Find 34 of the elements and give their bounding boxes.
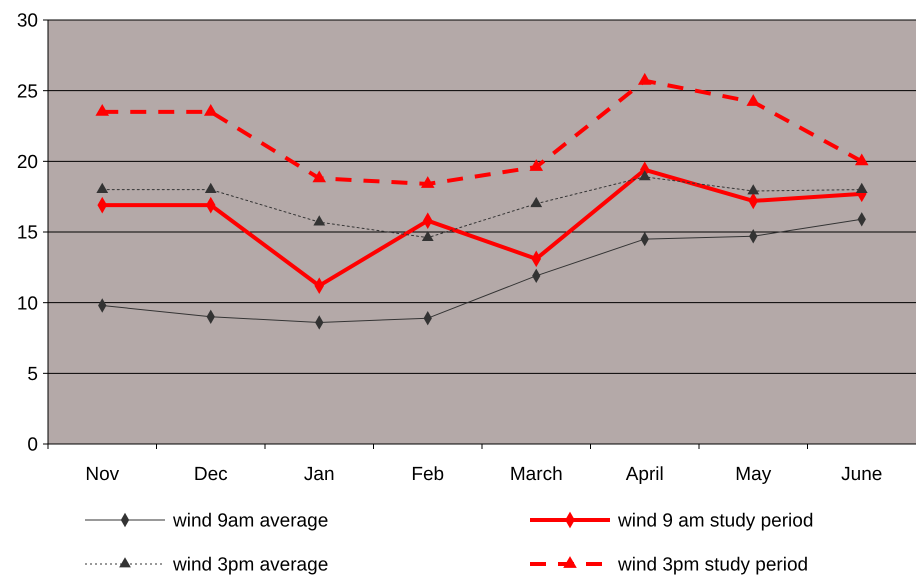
point (422, 230, 434, 242)
point (854, 153, 869, 166)
legend-label: wind 9am average (172, 510, 328, 532)
point (530, 196, 542, 208)
point (204, 104, 218, 116)
legend-label: wind 3pm study period (617, 554, 808, 576)
legend-label: wind 9 am study period (617, 510, 814, 532)
x-tick-label: March (510, 464, 563, 485)
y-tick-label: 25 (16, 81, 38, 102)
point (204, 182, 217, 193)
y-tick-label: 30 (16, 10, 38, 32)
x-tick-label: Nov (85, 464, 120, 485)
y-tick-label: 10 (16, 293, 38, 314)
y-tick-label: 20 (16, 152, 38, 173)
point (312, 170, 326, 182)
point (313, 215, 326, 226)
point (420, 176, 435, 188)
y-tick-label: 0 (27, 434, 38, 456)
x-tick-label: Jan (304, 464, 335, 485)
x-tick-label: April (626, 464, 664, 485)
point (96, 182, 108, 193)
point (529, 159, 544, 171)
x-tick-label: Feb (411, 464, 444, 485)
point (856, 182, 868, 193)
x-tick-label: June (841, 464, 882, 485)
x-tick-label: May (735, 464, 772, 485)
point (638, 170, 651, 180)
point (95, 104, 110, 116)
x-tick-label: Dec (194, 464, 228, 485)
legend-label: wind 3pm average (172, 554, 328, 576)
point (747, 184, 760, 194)
point (638, 72, 652, 85)
y-tick-label: 5 (27, 364, 38, 385)
y-tick-label: 15 (16, 222, 38, 244)
